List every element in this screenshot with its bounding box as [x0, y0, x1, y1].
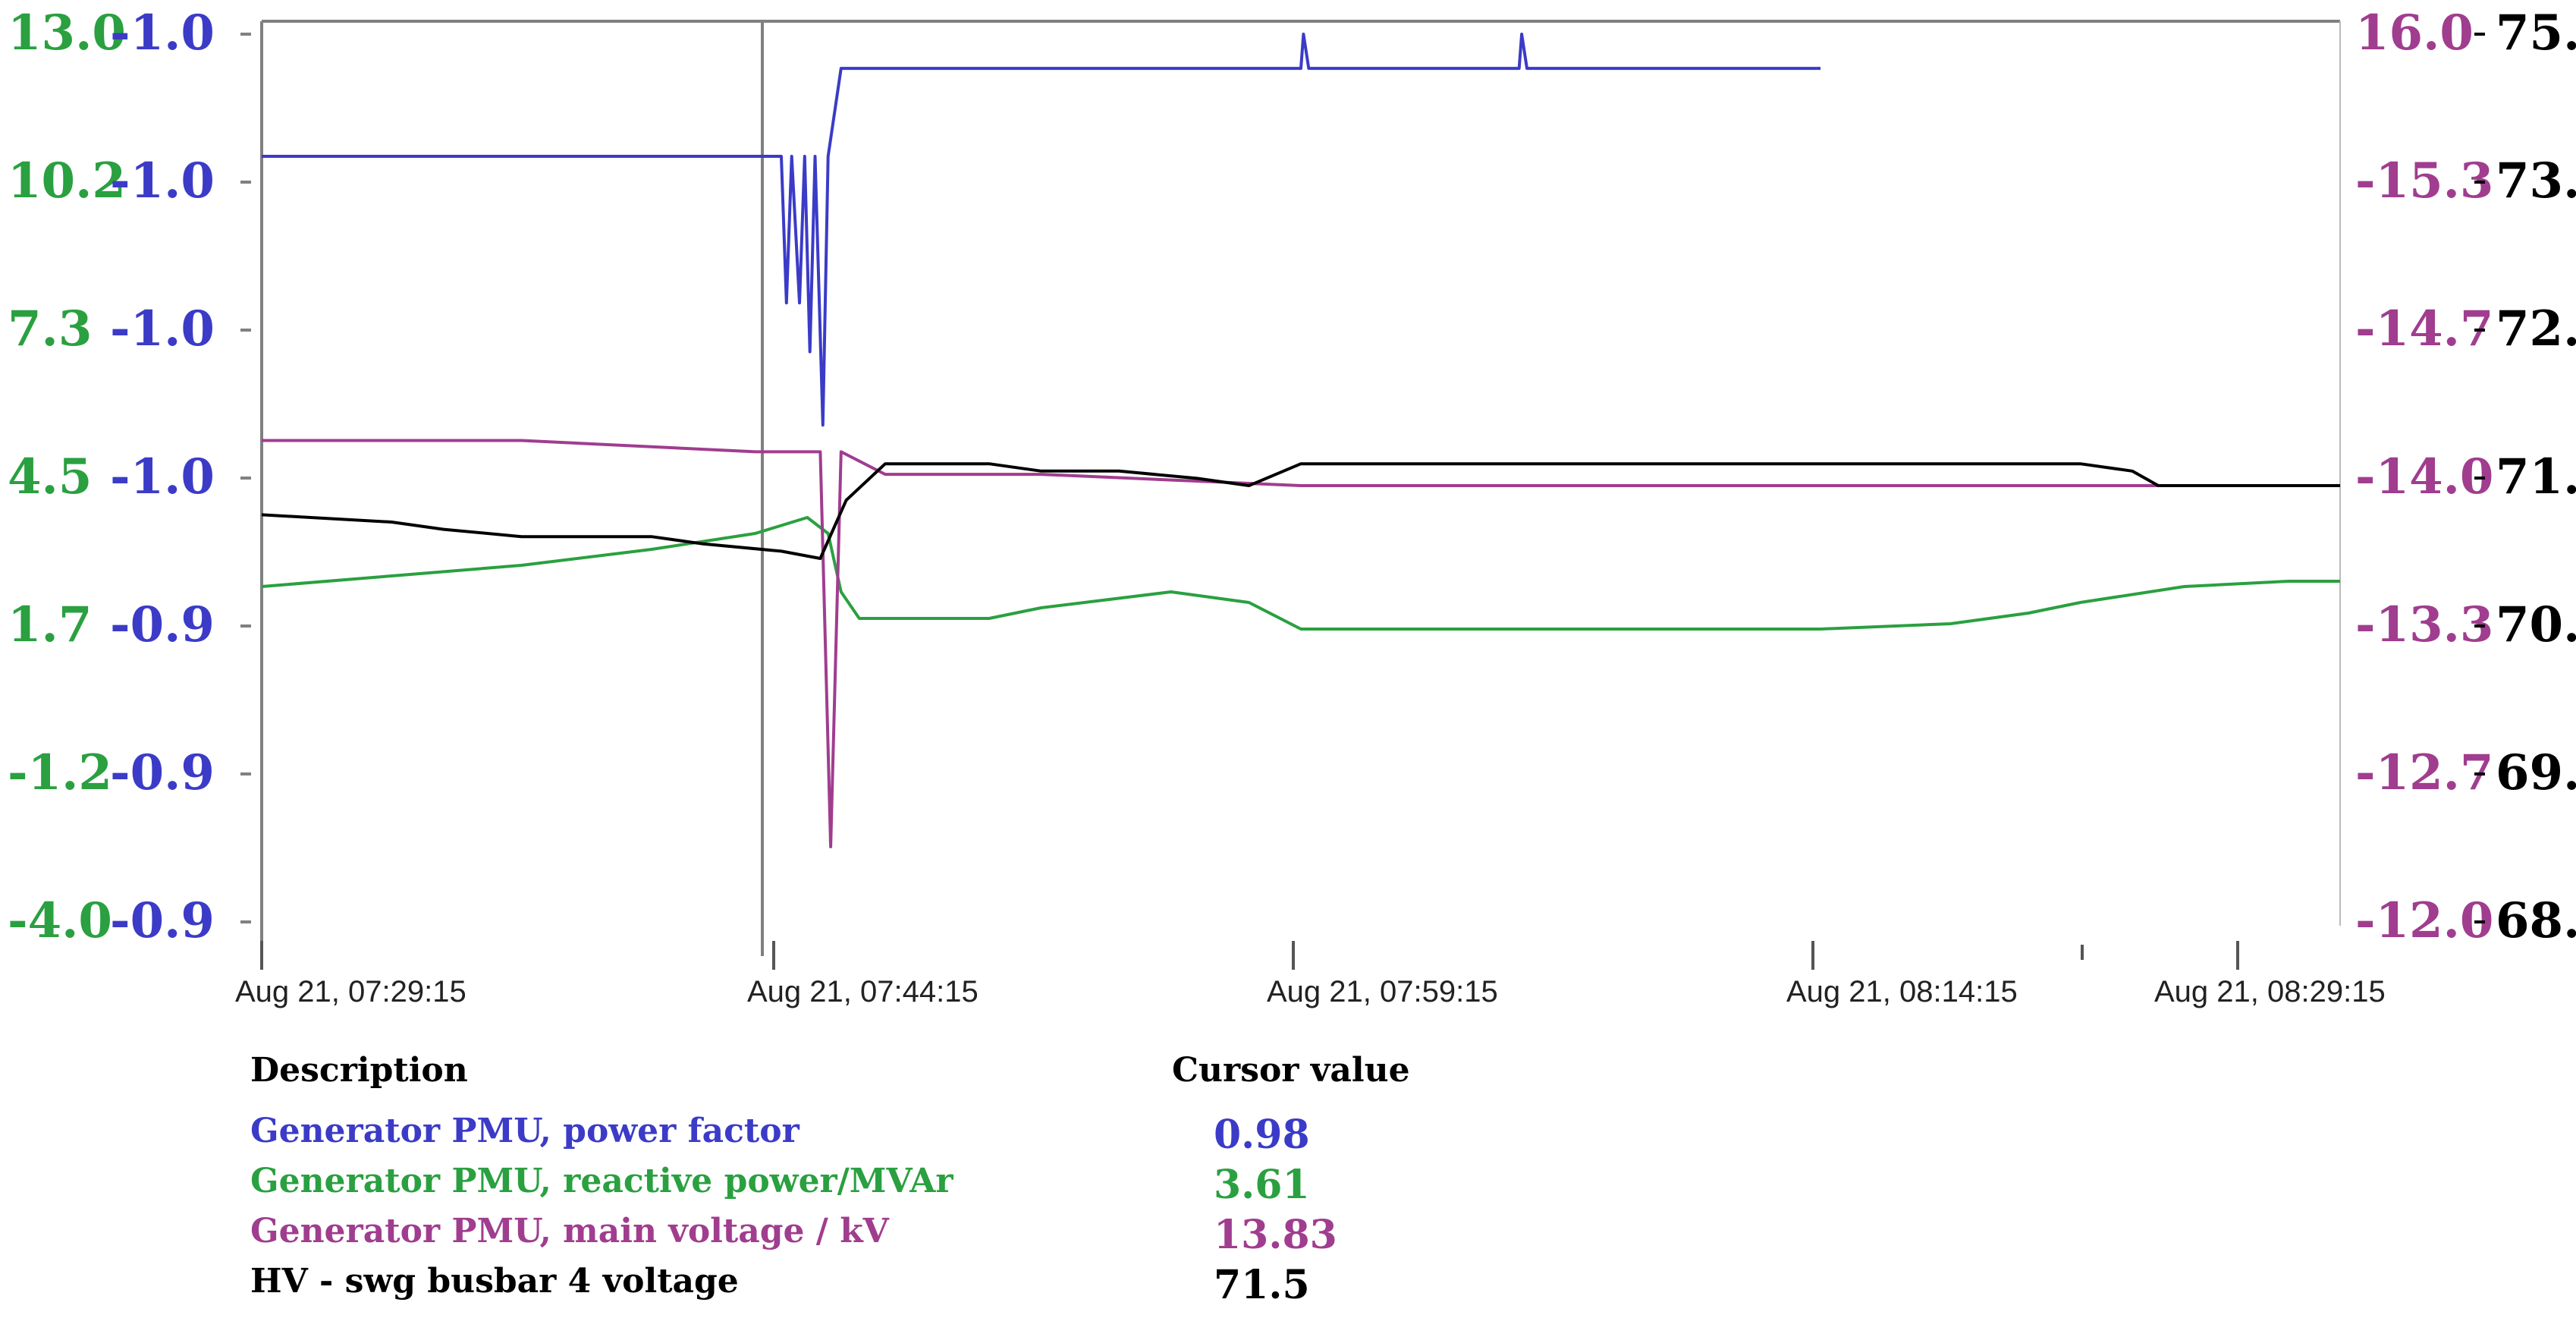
series-main-voltage	[262, 439, 2340, 848]
right-axis: 16.0 75.0 -15.373.8 -14.772.7 -14.071.5 -13.3…	[2355, 5, 2576, 949]
series-layer	[261, 33, 2340, 848]
left-tick-blue: -0.9	[110, 892, 215, 949]
left-tick-green: 7.3	[8, 300, 92, 357]
time-axis: Aug 21, 07:29:15 Aug 21, 07:44:15 Aug 21, …	[235, 941, 2386, 1008]
legend-description: Generator PMU, power factor	[250, 1112, 800, 1150]
right-tick-purple: -12.0	[2355, 892, 2493, 949]
plot-frame	[260, 20, 2341, 941]
left-tick-green: -1.2	[8, 744, 112, 801]
legend-description: HV - swg busbar 4 voltage	[250, 1262, 739, 1301]
series-reactive-power	[261, 516, 2340, 631]
right-tick-black: 68.8	[2496, 892, 2576, 949]
left-tick-green: 13.0	[8, 5, 126, 61]
x-tick-label: Aug 21, 08:29:15	[2154, 975, 2386, 1008]
right-tick-black: 70.3	[2496, 596, 2576, 653]
x-tick-label: Aug 21, 08:14:15	[1786, 975, 2018, 1008]
right-tick-purple: -14.0	[2355, 448, 2493, 505]
right-tick-black: 72.7	[2496, 300, 2576, 357]
left-tick-green: 1.7	[8, 596, 92, 653]
left-axis: 13.0-1.010.2-1.07.3 -1.04.5 -1.01.7 -0.9-1.…	[8, 5, 251, 949]
x-tick-label: Aug 21, 07:59:15	[1267, 975, 1498, 1008]
right-tick-black: 71.5	[2496, 448, 2576, 505]
right-tick-purple: -12.7	[2355, 744, 2493, 801]
right-tick-black: 75.0	[2496, 5, 2576, 61]
right-tick-purple: 16.0	[2355, 5, 2474, 61]
left-tick-green: 10.2	[8, 153, 126, 209]
right-tick-black: 73.8	[2496, 153, 2576, 209]
left-tick-blue: -0.9	[110, 744, 215, 801]
legend-cursor-value: 13.83	[1214, 1212, 1337, 1258]
trend-chart: 13.0-1.010.2-1.07.3 -1.04.5 -1.01.7 -0.9-1.…	[8, 5, 2576, 1008]
left-tick-blue: -1.0	[110, 300, 215, 357]
legend-header-value: Cursor value	[1172, 1051, 1410, 1090]
legend-cursor-value: 0.98	[1214, 1112, 1310, 1158]
left-tick-green: 4.5	[8, 448, 92, 505]
left-tick-blue: -0.9	[110, 596, 215, 653]
left-tick-blue: -1.0	[110, 153, 215, 209]
legend-cursor-value: 71.5	[1214, 1262, 1310, 1308]
right-tick-purple: -13.3	[2355, 596, 2493, 653]
legend-cursor-value: 3.61	[1214, 1162, 1310, 1208]
left-tick-green: -4.0	[8, 892, 112, 949]
legend-description: Generator PMU, main voltage / kV	[250, 1212, 889, 1250]
left-tick-blue: -1.0	[110, 448, 215, 505]
legend-description: Generator PMU, reactive power/MVAr	[250, 1162, 953, 1200]
right-tick-black: 69.2	[2496, 744, 2576, 801]
legend-header-description: Description	[250, 1051, 468, 1090]
x-tick-label: Aug 21, 07:44:15	[747, 975, 979, 1008]
right-tick-purple: -15.3	[2355, 153, 2493, 209]
series-power-factor	[262, 33, 1820, 427]
left-tick-blue: -1.0	[110, 5, 215, 61]
right-tick-purple: -14.7	[2355, 300, 2493, 357]
x-tick-label: Aug 21, 07:29:15	[235, 975, 467, 1008]
series-busbar-voltage	[261, 462, 2340, 560]
